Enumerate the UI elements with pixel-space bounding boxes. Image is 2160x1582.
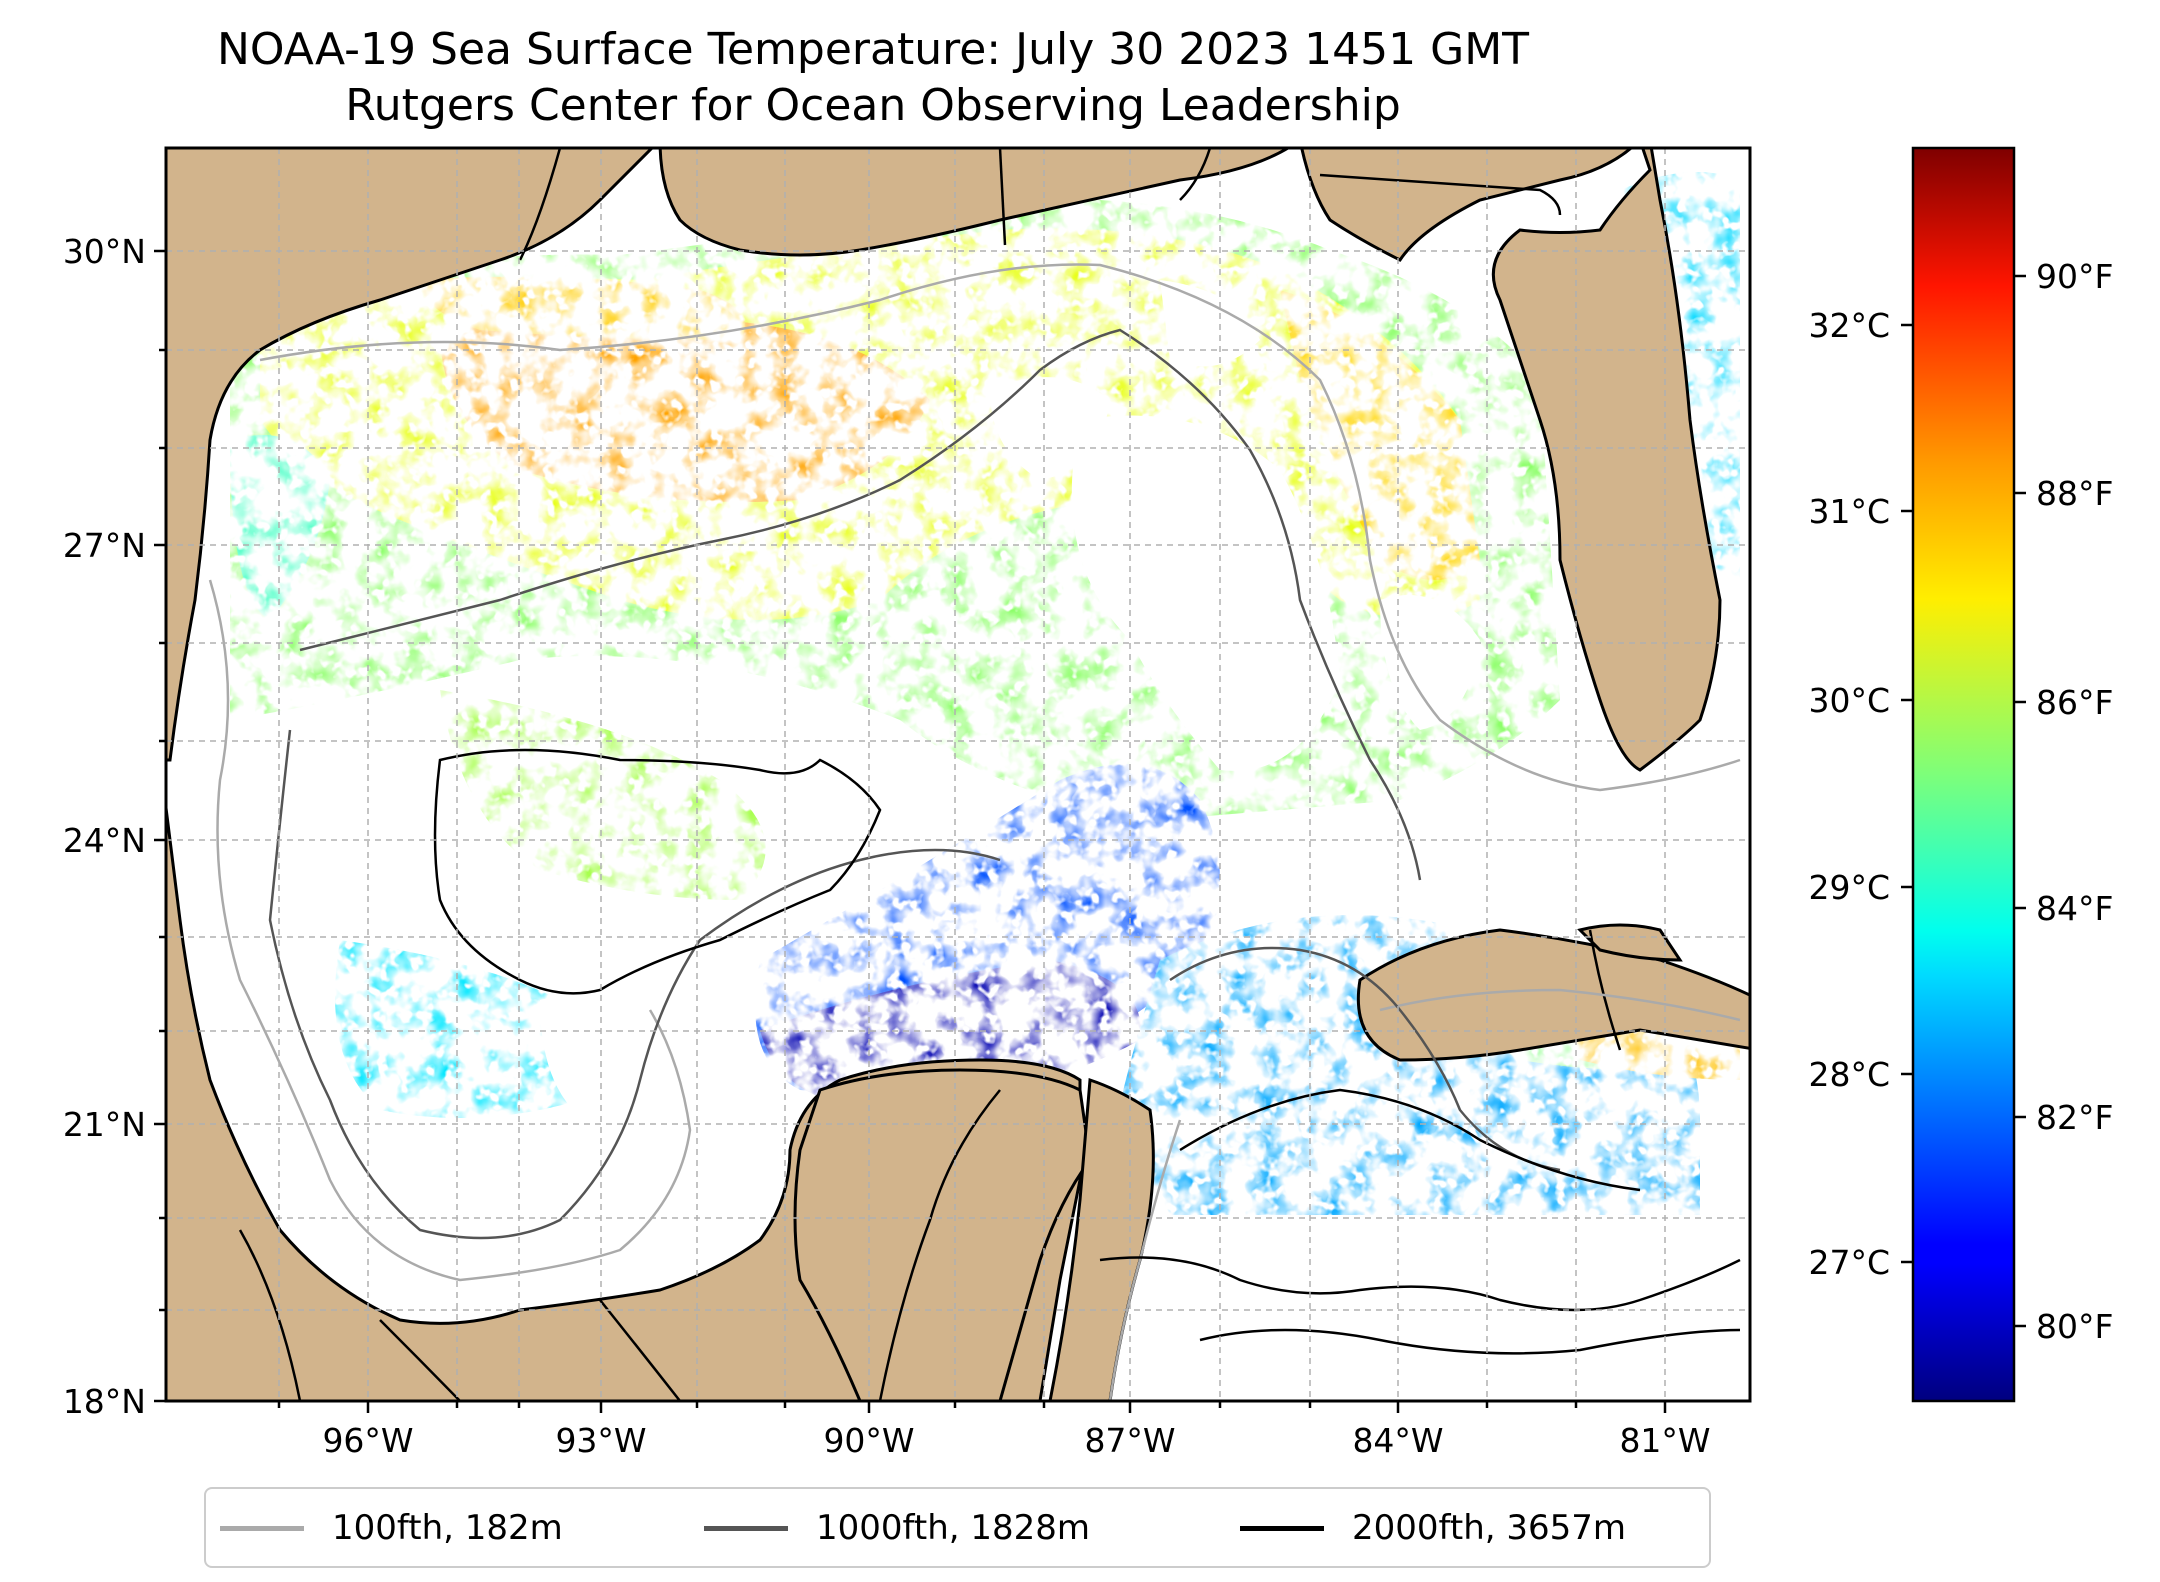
legend-item-2000fth: 2000fth, 3657m	[1240, 1503, 1626, 1553]
legend-swatch	[220, 1525, 304, 1531]
legend-label: 1000fth, 1828m	[816, 1508, 1091, 1548]
lon-tick-label: 90°W	[823, 1421, 914, 1460]
lat-ticks	[154, 249, 166, 1403]
fahrenheit-ticks	[2014, 274, 2026, 1328]
legend-swatch	[1240, 1525, 1324, 1531]
celsius-tick-label: 30°C	[1808, 681, 1890, 720]
celsius-labels: 32°C 31°C 30°C 29°C 28°C 27°C	[1808, 306, 1890, 1282]
land-borders	[238, 148, 1622, 1401]
fahrenheit-tick-label: 90°F	[2036, 257, 2113, 296]
celsius-tick-label: 27°C	[1808, 1243, 1890, 1282]
fahrenheit-tick-label: 82°F	[2036, 1098, 2113, 1137]
gridlines	[166, 148, 1750, 1401]
map-subtitle: Rutgers Center for Ocean Observing Leade…	[345, 80, 1401, 131]
lon-ticks	[277, 1401, 1667, 1413]
lat-labels: 30°N 27°N 24°N 21°N 18°N	[63, 232, 146, 1421]
celsius-tick-label: 28°C	[1808, 1055, 1890, 1094]
lat-tick-label: 18°N	[63, 1382, 146, 1421]
colorbar: 32°C 31°C 30°C 29°C 28°C 27°C 90°F 88°F …	[1808, 146, 2113, 1403]
legend-label: 2000fth, 3657m	[1352, 1508, 1627, 1548]
legend-label: 100fth, 182m	[332, 1508, 563, 1548]
land	[166, 148, 1750, 1401]
lon-tick-label: 84°W	[1352, 1421, 1443, 1460]
celsius-tick-label: 31°C	[1808, 492, 1890, 531]
fahrenheit-tick-label: 86°F	[2036, 683, 2113, 722]
celsius-ticks	[1901, 323, 1913, 1264]
legend-swatch	[704, 1525, 788, 1531]
lat-tick-label: 21°N	[63, 1105, 146, 1144]
legend: 100fth, 182m 1000fth, 1828m 2000fth, 365…	[204, 1487, 1711, 1568]
contour-2000fth	[433, 748, 1741, 1355]
celsius-tick-label: 29°C	[1808, 868, 1890, 907]
lat-tick-label: 30°N	[63, 232, 146, 271]
lon-labels: 96°W 93°W 90°W 87°W 84°W 81°W	[322, 1421, 1710, 1460]
lon-tick-label: 81°W	[1619, 1421, 1710, 1460]
fahrenheit-tick-label: 80°F	[2036, 1307, 2113, 1346]
lon-tick-label: 96°W	[322, 1421, 413, 1460]
fahrenheit-tick-label: 84°F	[2036, 889, 2113, 928]
legend-item-100fth: 100fth, 182m	[220, 1503, 563, 1553]
fahrenheit-labels: 90°F 88°F 86°F 84°F 82°F 80°F	[2036, 257, 2113, 1346]
lat-tick-label: 27°N	[63, 526, 146, 565]
lon-tick-label: 87°W	[1084, 1421, 1175, 1460]
lat-tick-label: 24°N	[63, 821, 146, 860]
contour-100fth	[208, 263, 1741, 1401]
map-title: NOAA-19 Sea Surface Temperature: July 30…	[216, 24, 1530, 75]
contour-1000fth	[268, 328, 1561, 1240]
colorbar-gradient	[1911, 146, 2016, 1403]
celsius-tick-label: 32°C	[1808, 306, 1890, 345]
map-area	[166, 148, 1750, 1401]
legend-item-1000fth: 1000fth, 1828m	[704, 1503, 1090, 1553]
lon-tick-label: 93°W	[555, 1421, 646, 1460]
map-frame	[164, 146, 1752, 1403]
fahrenheit-tick-label: 88°F	[2036, 474, 2113, 513]
